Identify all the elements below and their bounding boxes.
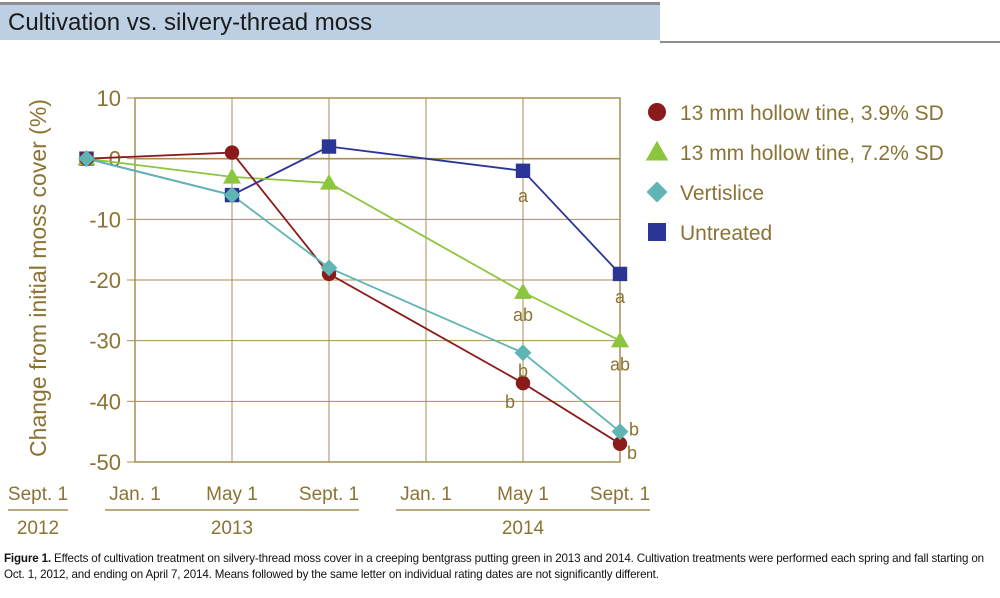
data-point	[223, 167, 241, 184]
significance-label: a	[615, 287, 626, 307]
legend-marker	[645, 140, 669, 161]
y-tick-label: 10	[97, 86, 121, 111]
significance-label: ab	[610, 355, 630, 375]
header-rule-right	[660, 41, 1000, 43]
year-label: 2012	[17, 518, 59, 539]
header-rule	[0, 2, 660, 5]
y-tick-label: -30	[89, 329, 121, 354]
legend-marker	[648, 103, 666, 121]
data-point	[78, 150, 95, 168]
series-line	[86, 157, 621, 342]
significance-label: b	[518, 361, 528, 381]
significance-label: b	[505, 392, 515, 412]
data-point	[612, 436, 628, 451]
data-point	[611, 423, 629, 441]
data-point	[320, 259, 338, 277]
data-point	[223, 186, 241, 204]
significance-label: b	[629, 420, 639, 440]
x-tick-label: May 1	[206, 484, 258, 505]
series-line	[86, 145, 621, 275]
data-point	[612, 266, 628, 282]
significance-label: a	[518, 186, 529, 206]
series-line	[86, 157, 621, 433]
data-point	[611, 331, 629, 348]
data-point	[320, 173, 338, 190]
year-label: 2014	[502, 518, 545, 539]
data-point	[224, 145, 240, 160]
legend-label: 13 mm hollow tine, 3.9% SD	[680, 102, 944, 125]
legend-marker	[648, 223, 666, 241]
legend-label: Vertislice	[680, 182, 764, 205]
y-tick-label: 0	[109, 147, 121, 172]
significance-label: b	[627, 443, 637, 463]
line-chart: 10 0 -10 -20 -30 -40 -50 Change from initial mo…	[8, 86, 944, 539]
header-band	[0, 5, 660, 40]
caption-label: Figure 1.	[4, 552, 51, 565]
y-tick-label: -20	[89, 268, 121, 293]
page-title: Cultivation vs. silvery-thread moss	[8, 9, 373, 36]
y-axis-label: Change from initial moss cover (%)	[25, 99, 51, 457]
data-point	[515, 375, 531, 391]
legend-marker	[646, 181, 668, 203]
figure-caption: Figure 1. Effects of cultivation treatme…	[4, 551, 998, 583]
data-point	[514, 283, 532, 299]
y-tick-label: -40	[89, 389, 121, 414]
x-tick-label: May 1	[497, 484, 549, 505]
x-tick-label: Sept. 1	[299, 484, 359, 505]
data-point	[321, 139, 337, 154]
data-point	[514, 344, 532, 362]
y-tick-label: -50	[89, 450, 121, 475]
x-tick-label: Jan. 1	[400, 484, 452, 505]
significance-label: ab	[513, 305, 533, 325]
y-tick-label: -10	[89, 207, 121, 232]
x-tick-label: Jan. 1	[109, 484, 161, 505]
x-tick-label: Sept. 1	[590, 484, 650, 505]
x-tick-label: Sept. 1	[8, 484, 68, 505]
legend-label: 13 mm hollow tine, 7.2% SD	[680, 142, 944, 165]
legend-label: Untreated	[680, 222, 772, 245]
caption-text: Effects of cultivation treatment on silv…	[4, 552, 984, 581]
data-point	[515, 163, 531, 178]
year-label: 2013	[211, 518, 253, 539]
